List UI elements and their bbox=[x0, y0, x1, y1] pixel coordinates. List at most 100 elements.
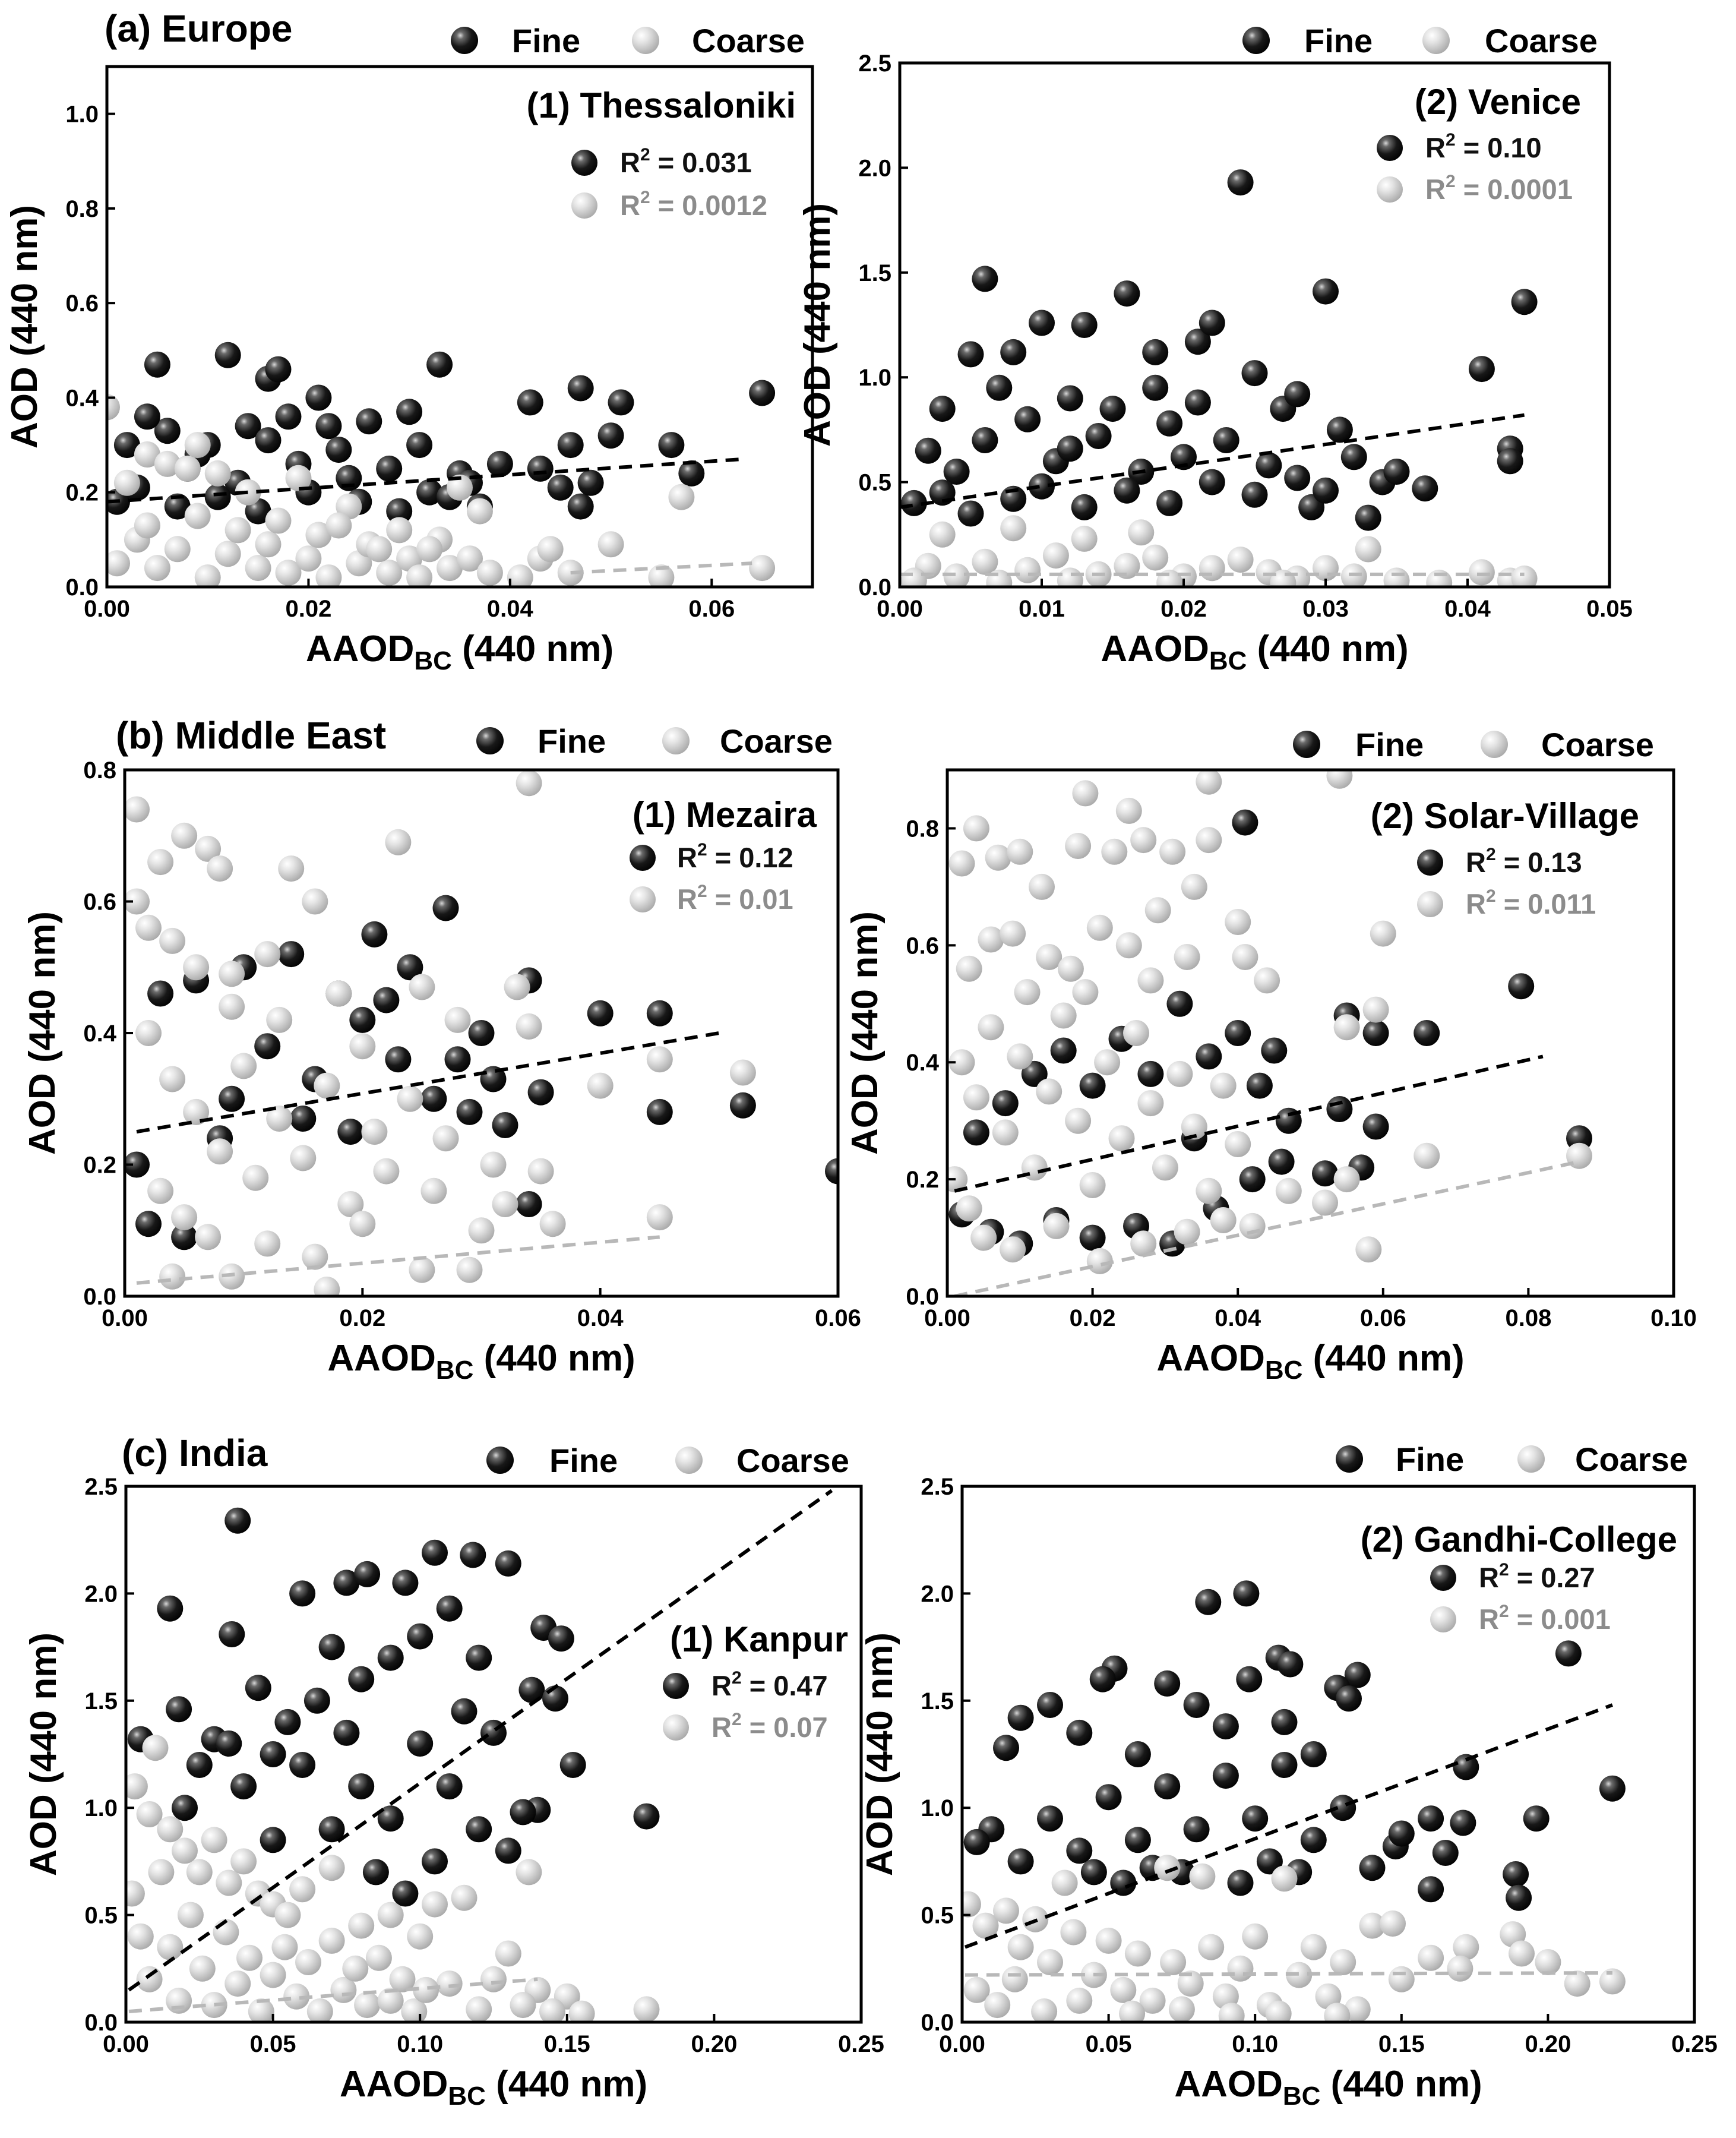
fine-point bbox=[1418, 1876, 1444, 1903]
fine-point bbox=[392, 1880, 419, 1907]
coarse-point bbox=[1225, 1131, 1251, 1157]
coarse-point bbox=[1000, 920, 1026, 947]
fine-point bbox=[1359, 1855, 1386, 1881]
fine-point bbox=[216, 1730, 242, 1757]
coarse-point bbox=[157, 1934, 184, 1960]
coarse-point bbox=[1535, 1949, 1561, 1975]
coarse-point bbox=[278, 855, 305, 882]
fine-point bbox=[1007, 1704, 1034, 1731]
fine-point bbox=[1599, 1775, 1626, 1802]
fine-point bbox=[1256, 452, 1282, 479]
legend-label-coarse: Coarse bbox=[1541, 726, 1654, 763]
fine-point bbox=[219, 1621, 245, 1647]
coarse-point bbox=[1362, 996, 1389, 1023]
coarse-point bbox=[183, 954, 210, 981]
coarse-point bbox=[245, 555, 271, 582]
y-tick-label: 0.6 bbox=[83, 889, 116, 915]
coarse-point bbox=[265, 507, 292, 534]
fine-point bbox=[1468, 356, 1495, 383]
coarse-point bbox=[254, 1230, 281, 1257]
site-title: (2) Venice bbox=[1415, 82, 1581, 122]
x-tick-label: 0.05 bbox=[250, 2031, 296, 2057]
coarse-point bbox=[1029, 873, 1055, 900]
fine-point bbox=[678, 460, 705, 487]
coarse-point bbox=[447, 474, 473, 501]
coarse-point bbox=[189, 1955, 216, 1982]
coarse-point bbox=[416, 536, 443, 563]
fine-point bbox=[495, 1837, 521, 1864]
fine-point bbox=[577, 469, 604, 496]
x-axis-label: AAODBC (440 nm) bbox=[327, 1338, 635, 1385]
panel-mezaira: 0.00 0.02 0.04 0.06 0.0 0.2 0.4 0.6 0.8 AAODBC (4… bbox=[22, 757, 861, 1385]
coarse-point bbox=[314, 1072, 340, 1099]
fine-point bbox=[1037, 1692, 1063, 1718]
fine-point bbox=[113, 432, 140, 459]
r2-label-fine: R2 = 0.031 bbox=[620, 145, 752, 178]
coarse-point bbox=[729, 1059, 756, 1086]
coarse-point bbox=[510, 1992, 536, 2019]
coarse-point bbox=[1300, 1934, 1327, 1960]
x-tick-label: 0.10 bbox=[1650, 1305, 1697, 1331]
fine-point bbox=[171, 1224, 198, 1250]
legend-label-coarse: Coarse bbox=[720, 722, 833, 760]
fine-point bbox=[1071, 494, 1098, 520]
r2-marker-coarse bbox=[571, 192, 597, 219]
fine-point bbox=[166, 1696, 192, 1723]
x-tick-label: 0.06 bbox=[815, 1305, 861, 1331]
coarse-point bbox=[348, 1912, 375, 1939]
fine-point bbox=[1256, 1848, 1283, 1875]
coarse-point bbox=[164, 536, 191, 563]
coarse-point bbox=[1599, 1968, 1626, 1995]
fine-point bbox=[144, 351, 170, 378]
coarse-point bbox=[1326, 770, 1353, 789]
legend-label-fine: Fine bbox=[537, 722, 606, 760]
coarse-point bbox=[275, 560, 302, 586]
coarse-point bbox=[361, 1119, 388, 1145]
fine-point bbox=[1066, 1719, 1093, 1746]
y-tick-label: 0.0 bbox=[906, 1284, 939, 1310]
coarse-point bbox=[349, 1033, 376, 1060]
fine-point bbox=[1555, 1640, 1582, 1667]
fine-point bbox=[1523, 1805, 1550, 1832]
coarse-point bbox=[972, 548, 998, 575]
row-b-header: (b) Middle East Fine Coarse Fine Coarse bbox=[116, 714, 1654, 763]
coarse-point bbox=[456, 1256, 483, 1283]
coarse-point bbox=[385, 829, 412, 855]
fine-point bbox=[1050, 1037, 1077, 1064]
legend-label-fine: Fine bbox=[549, 1442, 618, 1479]
coarse-point bbox=[318, 1855, 345, 1881]
fine-point bbox=[1330, 1795, 1356, 1821]
coarse-point bbox=[295, 545, 322, 572]
fine-point bbox=[963, 1119, 989, 1146]
r2-marker-fine bbox=[1417, 849, 1443, 876]
y-tick-label: 1.0 bbox=[65, 102, 99, 128]
coarse-point bbox=[1196, 1177, 1222, 1204]
site-title: (2) Solar-Village bbox=[1371, 796, 1639, 836]
y-axis-label: AOD (440 nm) bbox=[4, 205, 45, 449]
coarse-point bbox=[1115, 797, 1142, 824]
y-tick-label: 2.5 bbox=[84, 1474, 118, 1500]
coarse-point bbox=[1007, 1934, 1034, 1960]
y-axis-label: AOD (440 nm) bbox=[23, 1632, 64, 1876]
coarse-point bbox=[126, 1880, 145, 1907]
r2-label-fine: R2 = 0.12 bbox=[677, 840, 793, 873]
coarse-fit-line bbox=[965, 1971, 1612, 1977]
fine-point bbox=[303, 1687, 330, 1714]
fine-point bbox=[436, 1595, 463, 1622]
y-tick-label: 2.0 bbox=[921, 1581, 954, 1607]
fine-point bbox=[466, 1644, 492, 1671]
legend-marker-coarse bbox=[662, 727, 690, 754]
fine-point bbox=[361, 921, 388, 948]
fine-point bbox=[1213, 427, 1239, 453]
coarse-point bbox=[113, 469, 140, 496]
fine-point bbox=[289, 1752, 316, 1778]
r2-label-coarse: R2 = 0.011 bbox=[1466, 886, 1596, 920]
legend-marker-fine bbox=[451, 27, 478, 54]
coarse-point bbox=[147, 1177, 174, 1204]
y-tick-label: 1.0 bbox=[84, 1795, 118, 1821]
fine-point bbox=[597, 422, 624, 449]
coarse-point bbox=[204, 460, 231, 487]
r2-marker-fine bbox=[1430, 1565, 1456, 1591]
fine-point bbox=[1199, 310, 1225, 336]
